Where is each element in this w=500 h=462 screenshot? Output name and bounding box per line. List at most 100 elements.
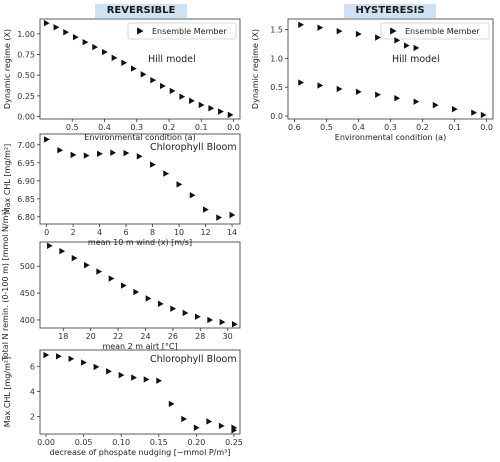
data-point (375, 34, 381, 41)
data-point (471, 109, 477, 116)
y-tick-label: 500 (20, 262, 35, 271)
x-axis-label: mean 10 m wind (x) [m/s] (88, 238, 192, 247)
data-point (145, 295, 152, 302)
chart-chl-wind: 0 2 4 6 8 10 12 14 6.80 6.85 6.90 6.95 7.00 mean 10 m… (3, 133, 241, 247)
data-point (118, 371, 125, 379)
x-tick-label: 20 (86, 332, 96, 341)
data-point (53, 24, 60, 31)
x-tick-label: 0.1 (195, 123, 208, 132)
x-tick-label: 0.0 (480, 123, 493, 132)
data-point (317, 82, 324, 89)
data-point (43, 19, 50, 27)
x-tick-label: 0.05 (75, 438, 93, 447)
data-point (131, 374, 137, 381)
data-point (298, 21, 305, 28)
data-point (193, 424, 200, 431)
data-point (231, 427, 238, 434)
data-point (44, 136, 50, 143)
legend-box (127, 22, 237, 40)
data-point (57, 147, 64, 154)
x-tick-label: 0.25 (225, 438, 243, 447)
data-point (198, 101, 205, 109)
x-tick-label: 0.5 (320, 123, 333, 132)
header-hysteresis: HYSTERESIS (344, 4, 436, 18)
data-point (355, 30, 362, 38)
x-tick-label: 0.5 (66, 123, 79, 132)
y-axis-label: Max CHL [mg/m²] (3, 357, 12, 428)
chart-chl-phosphate: 0.00 0.05 0.10 0.15 0.20 0.25 2 4 6 decrease of p… (3, 349, 243, 457)
x-tick-label: 0.6 (288, 123, 301, 132)
data-point (231, 321, 238, 328)
data-point (452, 105, 458, 113)
x-tick-label: 0.2 (163, 123, 176, 132)
y-tick-label: 0.75 (17, 51, 35, 60)
x-axis-label: mean 2 m airt [°C] (102, 342, 177, 351)
data-point (208, 105, 215, 112)
data-point (189, 192, 196, 199)
data-point (480, 111, 487, 119)
data-point (156, 377, 162, 384)
x-tick-label: 10 (174, 228, 184, 237)
data-point (168, 400, 175, 408)
x-tick-label: 0.4 (98, 123, 111, 132)
data-point (413, 44, 420, 52)
x-tick-label: 24 (140, 332, 150, 341)
data-point (130, 65, 137, 72)
x-tick-label: 14 (227, 228, 237, 237)
data-point (160, 82, 166, 90)
data-point (218, 108, 224, 115)
data-point (432, 101, 439, 109)
data-point (47, 242, 53, 249)
plot-frame (39, 133, 241, 225)
y-axis-label: Dynamic regime (X) (3, 29, 12, 109)
data-point (121, 282, 127, 289)
x-tick-label: 0.1 (448, 123, 461, 132)
y-tick-label: 1.0 (270, 54, 283, 63)
x-axis-label: Environmental condition (a) (84, 133, 195, 142)
x-tick-label: 0.0 (227, 123, 240, 132)
data-point (413, 98, 420, 105)
legend: Ensemble Member (380, 22, 490, 40)
y-tick-label: 6.90 (17, 177, 35, 186)
data-point (110, 149, 117, 156)
plot-frame (39, 349, 241, 435)
x-tick-label: 0 (44, 228, 49, 237)
data-point (181, 415, 188, 423)
data-point (169, 87, 176, 95)
legend-label: Ensemble Member (405, 27, 480, 36)
data-point (136, 153, 143, 160)
y-tick-label: 450 (20, 289, 35, 298)
x-tick-label: 18 (58, 332, 68, 341)
data-point (207, 316, 214, 324)
data-point (189, 97, 195, 105)
y-tick-label: 0.25 (17, 92, 35, 101)
x-tick-label: 0.3 (384, 123, 397, 132)
x-tick-label: 26 (168, 332, 178, 341)
chart-annotation: Chlorophyll Bloom (150, 142, 237, 153)
y-tick-label: 6.95 (17, 159, 35, 168)
data-point (336, 27, 343, 35)
data-point (63, 29, 70, 36)
data-point (133, 288, 140, 296)
data-point (81, 359, 87, 366)
data-point (106, 368, 112, 375)
data-point (123, 149, 130, 157)
y-axis-label: Max CHL [mg/m²] (3, 144, 12, 215)
y-tick-label: 4 (30, 387, 35, 396)
data-point (298, 79, 305, 86)
y-tick-label: 0.5 (270, 83, 283, 92)
data-point (43, 351, 50, 359)
data-point (206, 418, 213, 425)
x-tick-label: 12 (200, 228, 210, 237)
data-point (84, 261, 90, 269)
data-point (101, 48, 108, 56)
y-tick-label: 0.0 (270, 112, 283, 121)
data-point (72, 33, 79, 41)
data-point (82, 38, 89, 46)
x-tick-label: 2 (71, 228, 76, 237)
data-point (59, 247, 66, 255)
data-point (108, 275, 115, 282)
data-point (203, 206, 209, 213)
x-tick-label: 30 (223, 332, 233, 341)
